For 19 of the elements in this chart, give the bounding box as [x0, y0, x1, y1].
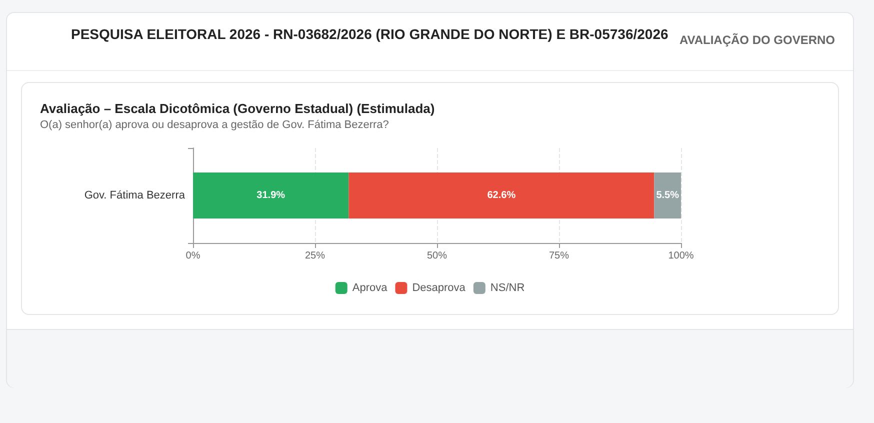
bar: [348, 172, 654, 218]
x-tick-label: 0%: [186, 250, 200, 262]
text: AVALIAÇÃO DO GOVERNO: [679, 33, 835, 47]
x-tick-label: 75%: [548, 250, 570, 262]
legend-label: NS/NR: [490, 282, 525, 294]
data-label: 5.5%: [656, 190, 680, 201]
data-label: 31.9%: [256, 190, 286, 201]
data-label: 62.6%: [487, 190, 516, 201]
x-tick-label: 50%: [426, 250, 448, 262]
bar: [193, 172, 349, 218]
x-tick-label: 100%: [668, 250, 694, 262]
bar: [654, 172, 681, 218]
chart-title: Avaliação – Escala Dicotômica (Governo Estadual) (Estimulada): [40, 101, 435, 116]
y-tick-label: Gov. Fátima Bezerra: [84, 190, 186, 202]
chart-subtitle: O(a) senhor(a) aprova ou desaprova a gestão de Gov. Fátima Bezerra?: [40, 119, 389, 131]
x-tick-label: 25%: [304, 250, 326, 262]
legend-label: Desaprova: [412, 282, 466, 294]
text: PESQUISA ELEITORAL 2026 - RN-03682/2026 (RIO GRANDE DO NORTE) E BR-05736/2026: [71, 26, 668, 42]
legend-label: Aprova: [352, 282, 388, 294]
